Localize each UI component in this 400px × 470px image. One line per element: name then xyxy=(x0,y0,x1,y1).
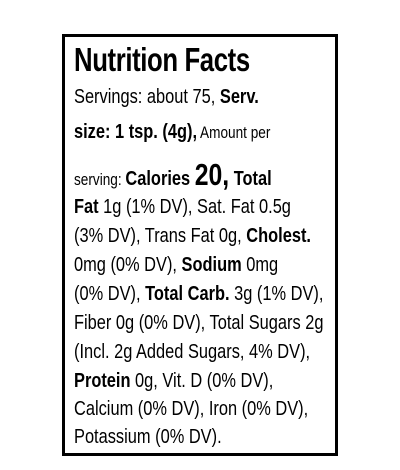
text: 0g, Vit. D (0% DV), xyxy=(130,369,274,392)
text: Fat xyxy=(74,195,99,218)
text: Calcium (0% DV), Iron (0% DV), xyxy=(74,397,309,420)
label-title: Nutrition Facts xyxy=(74,41,250,78)
text: (3% DV), Trans Fat 0g, xyxy=(74,224,247,247)
text: 1g (1% DV), Sat. Fat 0.5g xyxy=(98,195,291,218)
text-line: Fat 1g (1% DV), Sat. Fat 0.5g xyxy=(74,195,291,218)
text-line: Protein 0g, Vit. D (0% DV), xyxy=(74,369,274,392)
text: 3g (1% DV), xyxy=(229,282,324,305)
text: Calories xyxy=(125,167,195,190)
text-line: 0mg (0% DV), Sodium 0mg xyxy=(74,253,279,276)
nutrition-label: Nutrition Facts Servings: about 75, Serv… xyxy=(62,34,338,456)
text: Serv. xyxy=(219,85,259,108)
text-line: Servings: about 75, Serv. xyxy=(74,85,259,108)
text-line: size: 1 tsp. (4g), Amount per xyxy=(74,120,271,143)
text: serving: xyxy=(74,170,126,189)
text-line: serving: Calories 20, Total xyxy=(74,159,272,190)
text: Cholest. xyxy=(246,224,311,247)
text: size: 1 tsp. (4g), xyxy=(74,120,198,143)
text: Fiber 0g (0% DV), Total Sugars 2g xyxy=(74,311,324,334)
text: (Incl. 2g Added Sugars, 4% DV), xyxy=(74,340,311,363)
text-line: Potassium (0% DV). xyxy=(74,425,222,448)
text-line: Calcium (0% DV), Iron (0% DV), xyxy=(74,397,309,420)
text: Potassium (0% DV). xyxy=(74,425,222,448)
text-line: (3% DV), Trans Fat 0g, Cholest. xyxy=(74,224,311,247)
text: 0mg xyxy=(241,253,279,276)
text-line: (Incl. 2g Added Sugars, 4% DV), xyxy=(74,340,311,363)
text: Total Carb. xyxy=(145,282,230,305)
text: Protein xyxy=(74,369,131,392)
text: Total xyxy=(229,167,272,190)
text: (0% DV), xyxy=(74,282,146,305)
text-line: Fiber 0g (0% DV), Total Sugars 2g xyxy=(74,311,324,334)
text: 20, xyxy=(194,157,230,192)
text: Servings: about 75, xyxy=(74,85,220,108)
text: Amount per xyxy=(197,123,271,142)
text: 0mg (0% DV), xyxy=(74,253,182,276)
text: Sodium xyxy=(181,253,242,276)
text-line: (0% DV), Total Carb. 3g (1% DV), xyxy=(74,282,324,305)
